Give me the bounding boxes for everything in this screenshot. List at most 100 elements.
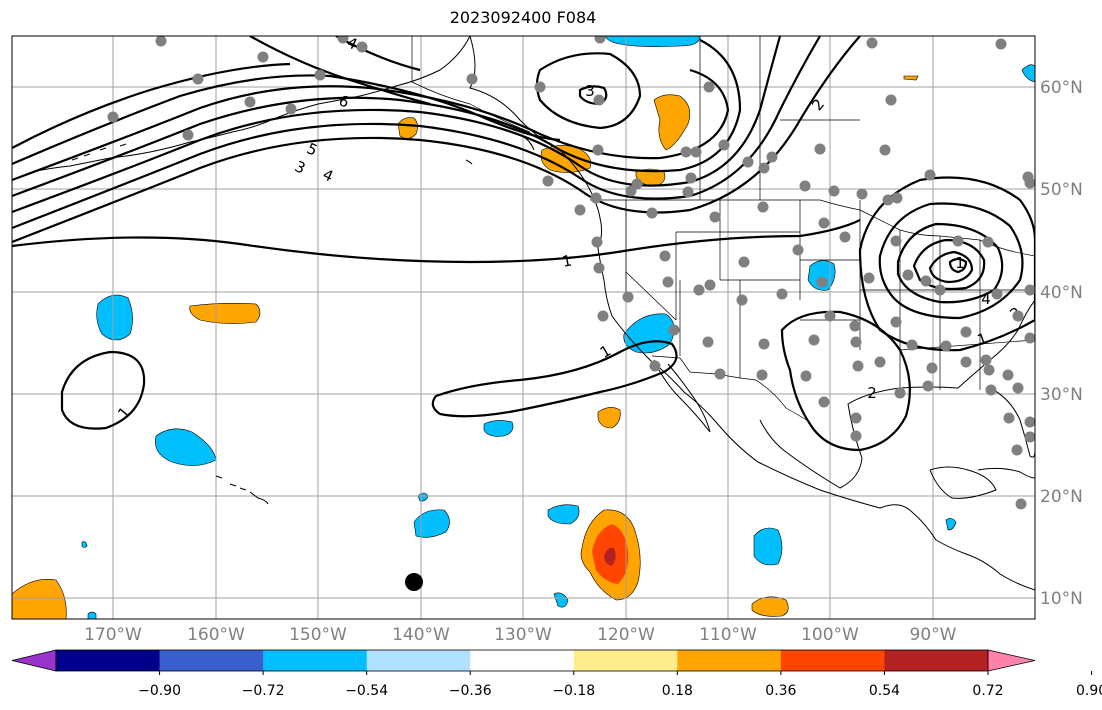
station-dot [960, 326, 972, 338]
station-dot [894, 387, 906, 399]
station-dot [534, 81, 546, 93]
station-dot [182, 129, 194, 141]
station-dot [934, 284, 946, 296]
station-dot [155, 36, 167, 47]
lat-label: 60°N [1040, 78, 1083, 98]
shade-cyan [604, 36, 701, 47]
contour-line [896, 222, 1004, 304]
contour-label: 4 [981, 290, 991, 308]
shade-cyan [753, 527, 783, 566]
shade-cyan [547, 504, 580, 525]
station-dot [542, 175, 554, 187]
station-dot [816, 276, 828, 288]
station-dot [852, 360, 864, 372]
station-dot [776, 288, 788, 300]
colorbar-tick-label: 0.18 [662, 683, 693, 699]
station-dot [982, 236, 994, 248]
station-dot [314, 69, 326, 81]
lon-label: 100°W [801, 625, 859, 645]
station-dot [662, 276, 674, 288]
colorbar-frame [55, 649, 989, 672]
colorbar-swatch [56, 650, 161, 671]
station-dot [991, 288, 1003, 300]
station-dot [849, 320, 861, 332]
station-dot [1011, 444, 1023, 456]
station-dot [718, 139, 730, 151]
station-dot [337, 36, 349, 44]
station-dot [703, 81, 715, 93]
shade-cyan [553, 592, 569, 608]
colorbar-tick-label: −0.36 [449, 683, 492, 699]
contour-label: 1 [561, 251, 574, 270]
station-dot [1024, 284, 1035, 296]
contour-line [535, 52, 642, 130]
station-dot [906, 339, 918, 351]
colorbar-tick-label: −0.90 [138, 683, 181, 699]
shaded-anomalies [12, 36, 1035, 619]
station-dot [885, 94, 897, 106]
station-dot [1003, 412, 1015, 424]
station-dot [758, 162, 770, 174]
shade-cyan [483, 420, 514, 437]
shade-orange [903, 75, 919, 81]
map-title: 2023092400 F084 [449, 8, 597, 27]
lon-label: 120°W [597, 625, 655, 645]
station-dot [828, 185, 840, 197]
station-dot [244, 96, 256, 108]
station-dot [850, 430, 862, 442]
shade-orange [653, 94, 691, 151]
shade-cyan [945, 518, 957, 531]
station-dot [742, 156, 754, 168]
station-dot [808, 334, 820, 346]
station-dot [824, 310, 836, 322]
station-dot [356, 41, 368, 53]
longitude-labels: 170°W 160°W 150°W 140°W 130°W 120°W 110°… [84, 625, 957, 645]
contour-label: 1 [955, 254, 965, 272]
shade-cyan [1021, 64, 1035, 83]
station-dot [879, 144, 891, 156]
station-dot [839, 231, 851, 243]
station-dot [980, 354, 992, 366]
lat-label: 20°N [1040, 487, 1083, 507]
colorbar-swatch [573, 650, 678, 671]
contour-line [780, 310, 911, 452]
station-dot [766, 151, 778, 163]
station-dot [866, 37, 878, 49]
contour-line [948, 257, 968, 274]
colorbar-tick-label: 0.54 [869, 683, 900, 699]
colorbar-extend-min [11, 649, 57, 672]
station-dot [940, 340, 952, 352]
station-dot [922, 380, 934, 392]
station-dot [920, 275, 932, 287]
station-dot [592, 144, 604, 156]
station-dot [736, 294, 748, 306]
colorbar-swatch [263, 650, 368, 671]
station-dot [890, 316, 902, 328]
station-dot [891, 192, 903, 204]
station-dot [814, 143, 826, 155]
station-dot [800, 370, 812, 382]
station-dot [668, 324, 680, 336]
station-dot [107, 111, 119, 123]
station-dots [107, 36, 1035, 510]
station-dot [590, 192, 602, 204]
station-dot [1012, 382, 1024, 394]
lon-label: 150°W [289, 625, 347, 645]
contour-line [858, 176, 1035, 352]
station-dot [192, 73, 204, 85]
contour-line [12, 68, 730, 182]
station-dot [714, 368, 726, 380]
contour-line [12, 219, 861, 264]
colorbar-swatch [780, 650, 885, 671]
contour-line [12, 36, 782, 214]
contour-line [578, 85, 608, 106]
colorbar-swatch [366, 650, 471, 671]
station-dot [1024, 332, 1035, 344]
station-dot [680, 146, 692, 158]
station-dot [1024, 416, 1035, 428]
height-contours [12, 36, 1035, 452]
colorbar-tick-label: 0.36 [765, 683, 796, 699]
colorbar-extend-max [987, 649, 1036, 672]
lon-label: 110°W [699, 625, 757, 645]
